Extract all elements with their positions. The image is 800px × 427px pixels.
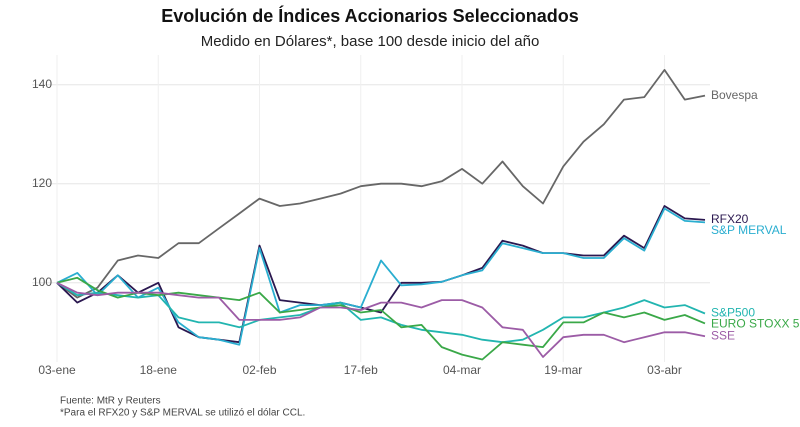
series-label: S&P MERVAL xyxy=(711,223,787,237)
y-tick-label: 100 xyxy=(32,275,52,289)
x-tick-label: 02-feb xyxy=(242,363,276,377)
series-line xyxy=(56,282,706,344)
y-tick-label: 140 xyxy=(32,77,52,91)
chart-title: Evolución de Índices Accionarios Selecci… xyxy=(161,5,578,26)
series-line xyxy=(56,205,706,344)
x-tick-label: 03-ene xyxy=(38,363,76,377)
x-tick-label: 03-abr xyxy=(647,363,682,377)
x-tick-label: 19-mar xyxy=(544,363,582,377)
series-line xyxy=(56,281,706,358)
source-note: Fuente: MtR y Reuters xyxy=(60,396,161,407)
x-tick-label: 17-feb xyxy=(344,363,378,377)
x-tick-label: 04-mar xyxy=(443,363,481,377)
series-label: S&P500 xyxy=(711,306,755,320)
footnote: *Para el RFX20 y S&P MERVAL se utilizó e… xyxy=(60,408,305,419)
series-label: RFX20 xyxy=(711,212,749,226)
series-label: EURO STOXX 50 xyxy=(711,317,800,331)
series-line xyxy=(56,69,706,299)
chart-subtitle: Medido en Dólares*, base 100 desde inici… xyxy=(201,33,540,50)
series-line xyxy=(56,207,706,346)
series-label: SSE xyxy=(711,328,735,342)
y-tick-label: 120 xyxy=(32,176,52,190)
x-tick-label: 18-ene xyxy=(140,363,178,377)
series-label: Bovespa xyxy=(711,88,758,102)
